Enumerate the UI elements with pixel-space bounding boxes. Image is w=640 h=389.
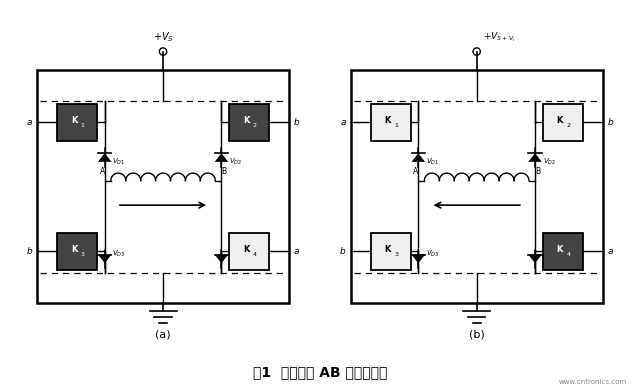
Text: b: b [607,118,613,127]
Text: 3: 3 [81,252,84,258]
Polygon shape [214,153,228,162]
Text: 2: 2 [566,123,570,128]
Bar [37,70,289,303]
Polygon shape [528,255,542,263]
Text: $+V_{S+V_i}$: $+V_{S+V_i}$ [483,30,516,44]
Text: K: K [243,245,249,254]
Bar [57,104,97,141]
Text: K: K [243,116,249,125]
Bar [229,233,269,270]
Polygon shape [214,255,228,263]
Text: $V_{D2}$: $V_{D2}$ [543,157,556,167]
Text: $V_{D3}$: $V_{D3}$ [426,249,439,259]
Text: K: K [71,245,77,254]
Text: K: K [71,116,77,125]
Text: (a): (a) [156,329,171,339]
Text: (b): (b) [468,329,484,339]
Bar [543,233,582,270]
Text: 1: 1 [81,123,84,128]
Text: 3: 3 [394,252,398,258]
Polygon shape [412,255,425,263]
Polygon shape [412,153,425,162]
Text: K: K [556,245,563,254]
Text: $V_{D4}$: $V_{D4}$ [229,249,243,259]
Bar [371,233,411,270]
Text: a: a [340,118,346,127]
Polygon shape [528,153,542,162]
Text: a: a [607,247,613,256]
Text: 4: 4 [566,252,570,258]
Text: B: B [221,167,227,176]
Text: A: A [413,167,419,176]
Text: 1: 1 [394,123,398,128]
Text: 4: 4 [253,252,257,258]
Text: K: K [385,116,391,125]
Text: $V_{D1}$: $V_{D1}$ [426,157,439,167]
Text: K: K [385,245,391,254]
Text: www.cntronics.com: www.cntronics.com [559,379,627,385]
Text: 图1  电机绕组 AB 的电流方向: 图1 电机绕组 AB 的电流方向 [253,365,387,379]
Text: B: B [535,167,540,176]
Bar [57,233,97,270]
Text: b: b [340,247,346,256]
Bar [351,70,603,303]
Text: b: b [27,247,32,256]
Bar [229,104,269,141]
Polygon shape [98,255,111,263]
Text: 2: 2 [253,123,257,128]
Text: $V_{D1}$: $V_{D1}$ [113,157,125,167]
Polygon shape [98,153,111,162]
Text: b: b [294,118,300,127]
Text: a: a [294,247,300,256]
Text: A: A [99,167,105,176]
Bar [543,104,582,141]
Text: $+V_S$: $+V_S$ [152,30,173,44]
Text: a: a [27,118,32,127]
Bar [371,104,411,141]
Text: $V_{D3}$: $V_{D3}$ [113,249,125,259]
Text: K: K [556,116,563,125]
Text: $V_{D4}$: $V_{D4}$ [543,249,556,259]
Text: $V_{D2}$: $V_{D2}$ [229,157,243,167]
